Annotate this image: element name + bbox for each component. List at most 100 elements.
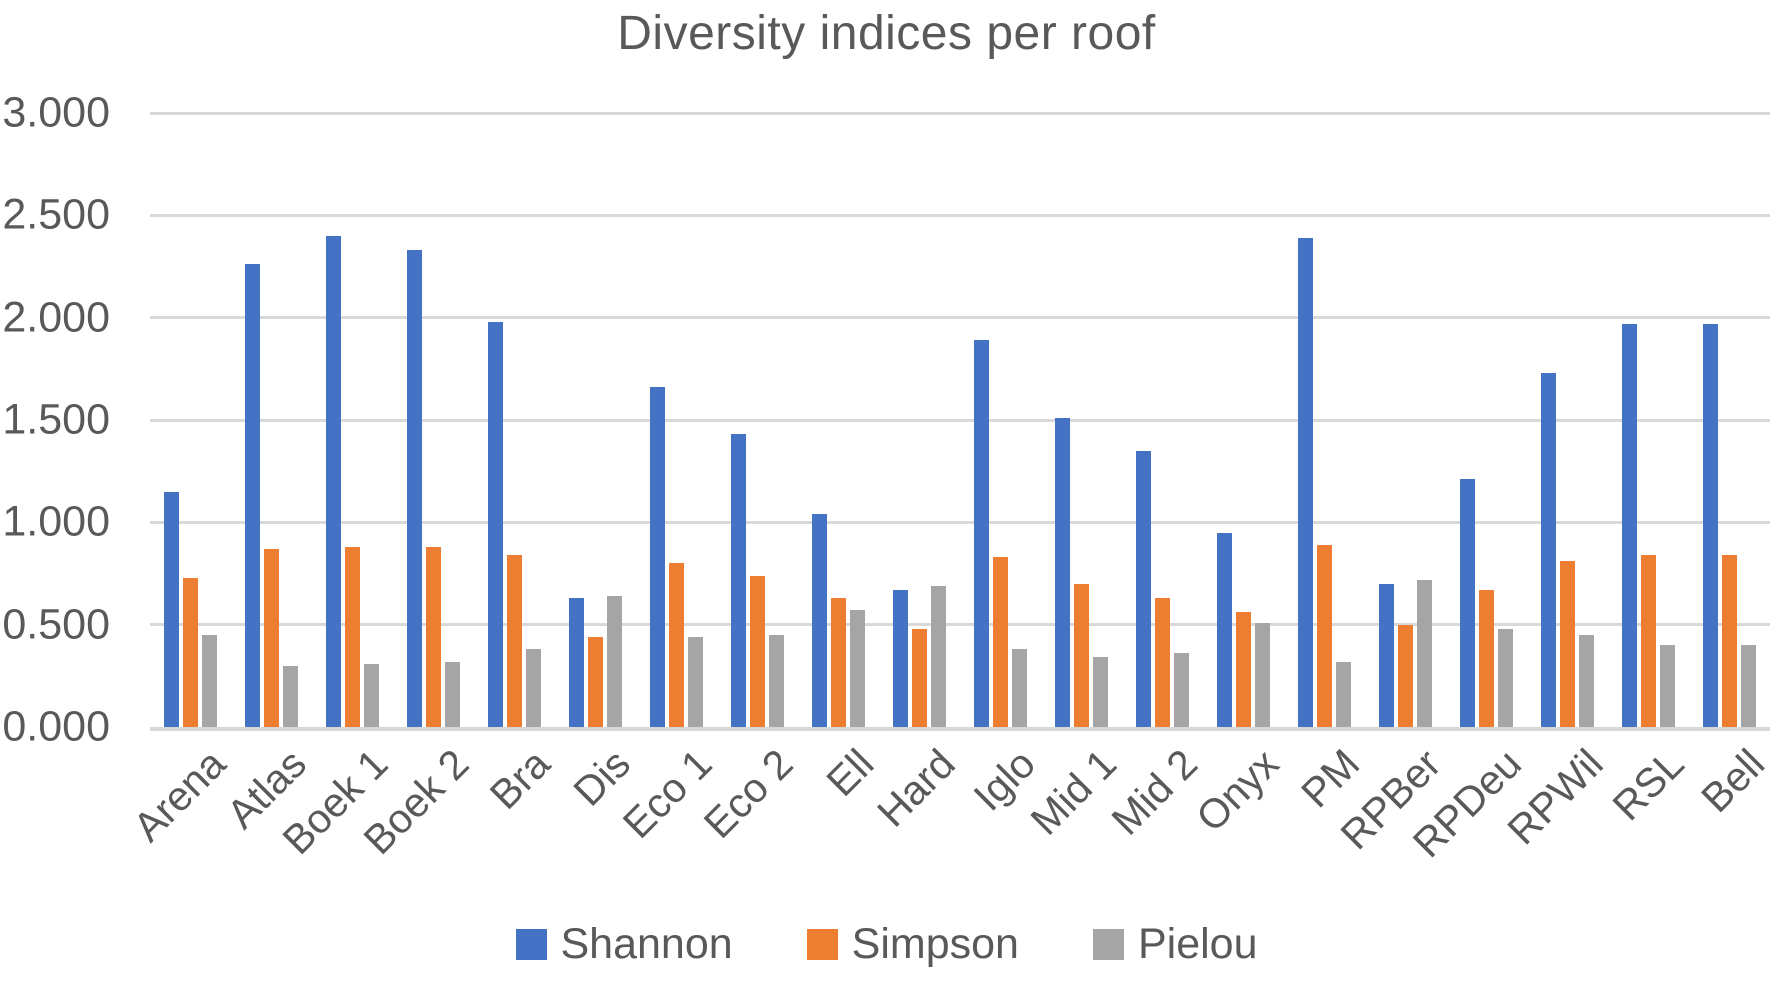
bar-group-pm bbox=[1284, 113, 1365, 727]
legend-item-simpson: Simpson bbox=[806, 920, 1019, 968]
x-axis-category-label-eco-2: Eco 2 bbox=[694, 740, 802, 847]
bar-simpson-bell bbox=[1722, 555, 1737, 727]
bar-group-bell bbox=[1689, 113, 1770, 727]
bar-shannon-boek-2 bbox=[407, 250, 422, 727]
bar-shannon-pm bbox=[1298, 237, 1313, 727]
bar-simpson-pm bbox=[1317, 544, 1332, 727]
gridline bbox=[150, 111, 1770, 115]
bar-shannon-dis bbox=[569, 598, 584, 727]
bar-group-boek-2 bbox=[393, 113, 474, 727]
chart-title: Diversity indices per roof bbox=[617, 7, 1156, 60]
bar-simpson-boek-2 bbox=[426, 546, 441, 727]
bar-simpson-hard bbox=[912, 628, 927, 727]
x-axis-category-label-mid-1: Mid 1 bbox=[1021, 740, 1126, 844]
bar-shannon-rpber bbox=[1379, 583, 1394, 727]
plot-area: Arena Atlas Boek 1 Boek 2 Bra Dis Eco 1 Eco 2 El… bbox=[124, 111, 1773, 866]
gridline bbox=[150, 623, 1770, 627]
bar-shannon-arena bbox=[164, 491, 179, 727]
bar-group-boek-1 bbox=[312, 113, 393, 727]
bar-shannon-rpdeu bbox=[1460, 479, 1475, 727]
bar-shannon-boek-1 bbox=[326, 235, 341, 727]
bar-pielou-mid-2 bbox=[1174, 653, 1189, 727]
gridline bbox=[150, 520, 1770, 524]
bar-pielou-bra bbox=[526, 649, 541, 727]
legend-swatch-shannon bbox=[515, 928, 547, 960]
bar-shannon-hard bbox=[893, 589, 908, 727]
bar-pielou-boek-1 bbox=[364, 663, 379, 727]
bar-pielou-hard bbox=[931, 585, 946, 727]
bar-simpson-eco-2 bbox=[750, 575, 765, 727]
bar-pielou-bell bbox=[1741, 645, 1756, 727]
bar-shannon-iglo bbox=[974, 340, 989, 727]
bar-group-rsl bbox=[1608, 113, 1689, 727]
gridline bbox=[150, 316, 1770, 320]
x-axis-category-label-bell: Bell bbox=[1692, 740, 1773, 822]
bar-group-dis bbox=[555, 113, 636, 727]
legend: Shannon Simpson Pielou bbox=[0, 921, 1773, 967]
bar-pielou-onyx bbox=[1255, 622, 1270, 727]
x-axis-category-label-onyx: Onyx bbox=[1187, 740, 1288, 841]
bar-simpson-rpwil bbox=[1560, 561, 1575, 727]
y-axis-tick-label: 2.000 bbox=[2, 293, 110, 342]
bar-group-mid-1 bbox=[1041, 113, 1122, 727]
x-axis-category-label-eco-1: Eco 1 bbox=[613, 740, 721, 847]
bar-group-hard bbox=[879, 113, 960, 727]
bar-shannon-onyx bbox=[1217, 532, 1232, 727]
bar-group-ell bbox=[798, 113, 879, 727]
bar-shannon-bra bbox=[488, 321, 503, 727]
bar-group-rpdeu bbox=[1446, 113, 1527, 727]
legend-label-simpson: Simpson bbox=[851, 920, 1019, 968]
y-axis-tick-label: 2.500 bbox=[2, 190, 110, 239]
bar-pielou-arena bbox=[202, 634, 217, 727]
bar-shannon-mid-2 bbox=[1136, 450, 1151, 727]
y-axis: 3.000 2.500 2.000 1.500 1.000 0.500 0.000 bbox=[0, 0, 118, 987]
bar-pielou-iglo bbox=[1012, 649, 1027, 727]
bar-group-rpwil bbox=[1527, 113, 1608, 727]
bar-pielou-rpwil bbox=[1579, 634, 1594, 727]
bar-pielou-eco-1 bbox=[688, 636, 703, 727]
bar-group-onyx bbox=[1203, 113, 1284, 727]
bar-simpson-ell bbox=[831, 598, 846, 727]
bar-simpson-rsl bbox=[1641, 555, 1656, 727]
bar-group-eco-1 bbox=[636, 113, 717, 727]
bar-simpson-arena bbox=[183, 577, 198, 727]
bar-pielou-pm bbox=[1336, 661, 1351, 727]
legend-label-pielou: Pielou bbox=[1137, 920, 1258, 968]
legend-label-shannon: Shannon bbox=[560, 920, 733, 968]
bar-group-bra bbox=[474, 113, 555, 727]
x-axis-line bbox=[150, 727, 1770, 731]
bar-pielou-rsl bbox=[1660, 645, 1675, 727]
legend-item-pielou: Pielou bbox=[1092, 920, 1258, 968]
bar-shannon-bell bbox=[1703, 323, 1718, 727]
bar-shannon-rpwil bbox=[1541, 372, 1556, 727]
bar-pielou-mid-1 bbox=[1093, 657, 1108, 727]
legend-item-shannon: Shannon bbox=[515, 920, 733, 968]
bars-layer bbox=[150, 113, 1770, 727]
bar-shannon-eco-1 bbox=[650, 387, 665, 727]
x-axis-category-label-hard: Hard bbox=[867, 740, 964, 836]
bar-simpson-dis bbox=[588, 636, 603, 727]
bar-simpson-onyx bbox=[1236, 612, 1251, 727]
bar-shannon-atlas bbox=[245, 264, 260, 727]
y-axis-tick-label: 0.500 bbox=[2, 600, 110, 649]
bar-pielou-atlas bbox=[283, 665, 298, 727]
bar-simpson-iglo bbox=[993, 557, 1008, 727]
bar-shannon-eco-2 bbox=[731, 434, 746, 727]
x-axis-category-label-rsl: RSL bbox=[1603, 740, 1693, 830]
bar-pielou-eco-2 bbox=[769, 634, 784, 727]
y-axis-tick-label: 1.500 bbox=[2, 395, 110, 444]
bar-simpson-mid-1 bbox=[1074, 583, 1089, 727]
bar-group-iglo bbox=[960, 113, 1041, 727]
bar-simpson-mid-2 bbox=[1155, 598, 1170, 727]
bar-simpson-rpber bbox=[1398, 624, 1413, 727]
bar-group-arena bbox=[150, 113, 231, 727]
bar-pielou-rpdeu bbox=[1498, 628, 1513, 727]
bar-pielou-boek-2 bbox=[445, 661, 460, 727]
gridline bbox=[150, 418, 1770, 422]
y-axis-tick-label: 3.000 bbox=[2, 88, 110, 137]
bar-shannon-ell bbox=[812, 514, 827, 727]
y-axis-tick-label: 0.000 bbox=[2, 702, 110, 751]
bar-pielou-rpber bbox=[1417, 579, 1432, 727]
x-axis-category-label-arena: Arena bbox=[124, 740, 235, 851]
